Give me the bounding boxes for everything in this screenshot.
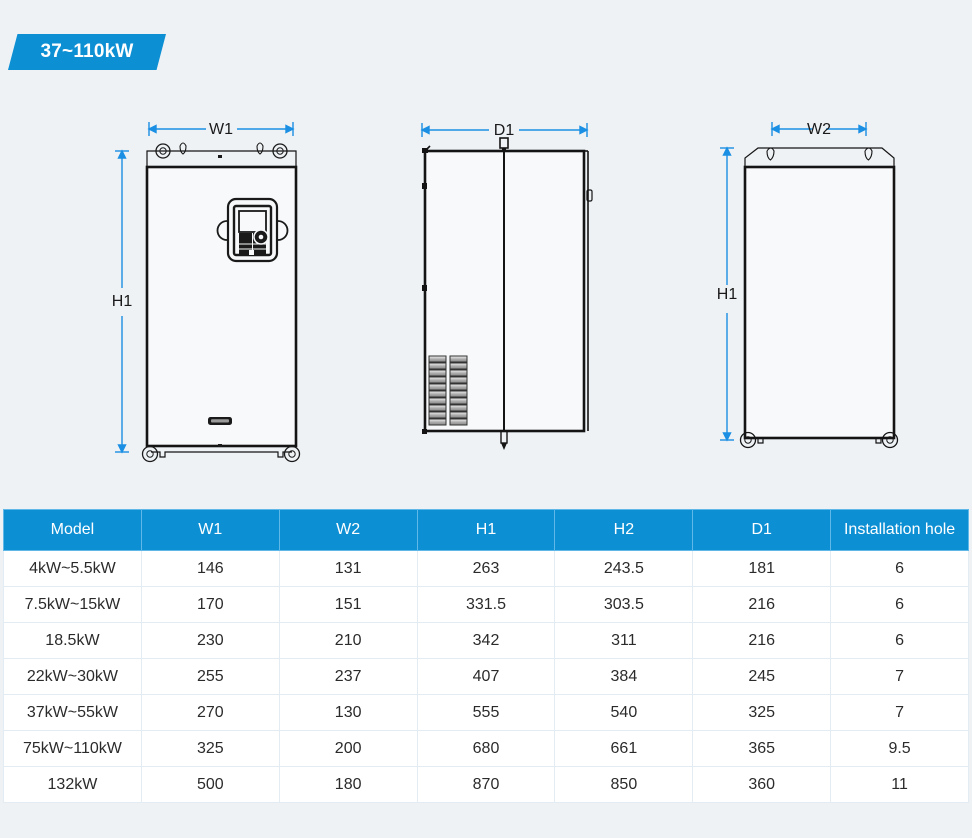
svg-text:W1: W1 <box>209 121 233 138</box>
svg-text:H1: H1 <box>717 286 738 303</box>
svg-text:D1: D1 <box>494 122 515 139</box>
svg-text:H1: H1 <box>112 293 133 310</box>
svg-text:W2: W2 <box>807 121 831 138</box>
